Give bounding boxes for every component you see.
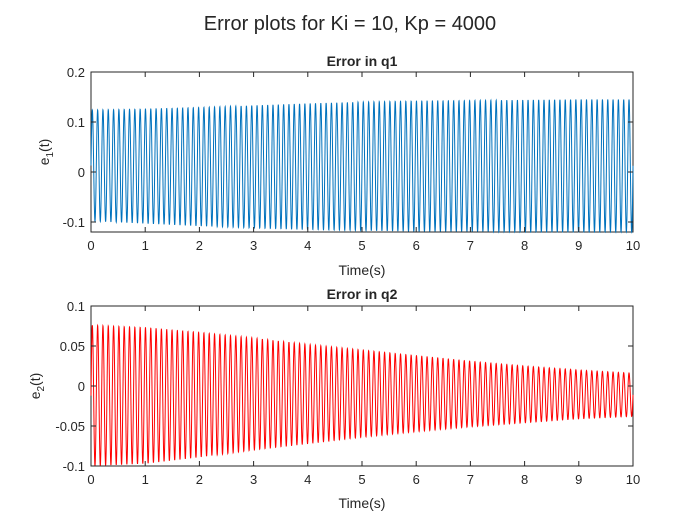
series-layer [90,98,634,234]
y-tick-label: 0.05 [60,339,85,354]
y-tick-label: 0 [78,379,85,394]
x-tick-label: 8 [521,238,528,253]
figure-title: Error plots for Ki = 10, Kp = 4000 [204,13,496,35]
x-tick-label: 1 [142,472,149,487]
series-layer [90,323,634,466]
x-tick-label: 7 [467,238,474,253]
x-axis-label: Time(s) [339,262,386,278]
x-tick-label: 9 [575,472,582,487]
x-tick-label: 0 [87,238,94,253]
x-tick-label: 5 [358,472,365,487]
x-tick-label: 0 [87,472,94,487]
series-line [90,98,634,234]
tick-layer: 0 1 2 3 4 5 6 7 8 9 10-0.100.10.2 [63,65,641,253]
x-tick-label: 5 [358,238,365,253]
x-tick-label: 1 [142,238,149,253]
x-axis-label: Time(s) [339,495,386,511]
panel-title: Error in q2 [327,286,398,302]
x-tick-label: 6 [413,472,420,487]
y-tick-label: -0.1 [63,215,85,230]
x-tick-label: 6 [413,238,420,253]
series-line [90,323,634,466]
panel-title: Error in q1 [327,53,398,69]
x-tick-label: 10 [626,238,640,253]
x-tick-label: 10 [626,472,640,487]
panel-error-q1: Error in q1 0 1 2 3 4 5 6 7 8 9 10-0.100.10.2 Time… [36,53,640,278]
x-tick-label: 3 [250,472,257,487]
y-tick-label: 0.2 [67,65,85,80]
x-tick-label: 8 [521,472,528,487]
panel-error-q2: Error in q2 0 1 2 3 4 5 6 7 8 9 10 -0.1 -0.05 0 0.05 0.… [27,286,640,511]
y-tick-label: 0.1 [67,299,85,314]
x-tick-label: 4 [304,472,311,487]
y-axis-label: e2(t) [27,373,47,400]
x-tick-label: 9 [575,238,582,253]
y-axis-label: e1(t) [36,139,56,166]
y-tick-label: -0.05 [55,419,85,434]
x-tick-label: 3 [250,238,257,253]
x-tick-label: 2 [196,472,203,487]
x-tick-label: 2 [196,238,203,253]
y-tick-label: -0.1 [63,459,85,474]
x-tick-label: 7 [467,472,474,487]
x-tick-label: 4 [304,238,311,253]
y-tick-label: 0 [78,165,85,180]
y-tick-label: 0.1 [67,115,85,130]
tick-layer: 0 1 2 3 4 5 6 7 8 9 10 -0.1 -0.05 0 0.05 0.1 [55,299,640,487]
